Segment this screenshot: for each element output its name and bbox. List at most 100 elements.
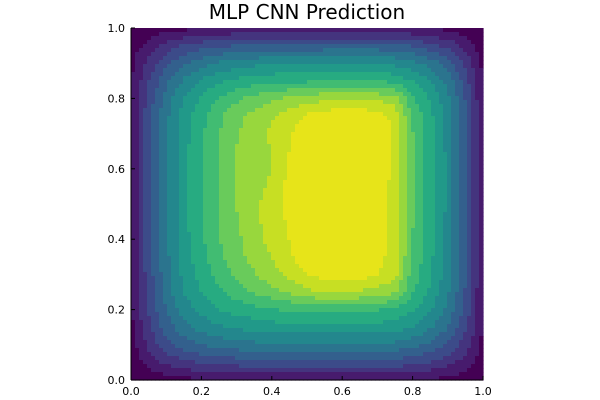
contour-cell [479, 28, 484, 33]
contour-cell [227, 176, 232, 181]
contour-cell [279, 128, 284, 133]
contour-cell [311, 32, 316, 37]
contour-cell [247, 200, 252, 205]
contour-cell [403, 180, 408, 185]
contour-cell [479, 60, 484, 65]
contour-cell [227, 140, 232, 145]
contour-cell [295, 252, 300, 257]
contour-cell [331, 104, 336, 109]
contour-cell [275, 216, 280, 221]
contour-cell [291, 236, 296, 241]
contour-cell [443, 48, 448, 53]
contour-cell [359, 132, 364, 137]
contour-cell [255, 100, 260, 105]
contour-cell [387, 52, 392, 57]
contour-cell [279, 104, 284, 109]
contour-cell [191, 144, 196, 149]
contour-cell [399, 136, 404, 141]
contour-cell [299, 200, 304, 205]
contour-cell [391, 104, 396, 109]
contour-cell [307, 96, 312, 101]
contour-cell [439, 232, 444, 237]
contour-cell [275, 40, 280, 45]
contour-cell [471, 120, 476, 125]
contour-cell [303, 148, 308, 153]
contour-cell [279, 124, 284, 129]
contour-cell [143, 252, 148, 257]
contour-cell [447, 164, 452, 169]
contour-cell [175, 120, 180, 125]
contour-cell [363, 32, 368, 37]
contour-cell [295, 28, 300, 33]
contour-cell [351, 48, 356, 53]
contour-cell [407, 32, 412, 37]
contour-cell [159, 240, 164, 245]
contour-cell [243, 32, 248, 37]
contour-cell [299, 52, 304, 57]
contour-cell [447, 148, 452, 153]
contour-cell [331, 180, 336, 185]
contour-cell [427, 180, 432, 185]
contour-cell [247, 48, 252, 53]
contour-cell [343, 60, 348, 65]
contour-cell [151, 84, 156, 89]
contour-cell [171, 132, 176, 137]
contour-cell [323, 128, 328, 133]
contour-cell [355, 80, 360, 85]
contour-cell [371, 180, 376, 185]
contour-cell [175, 144, 180, 149]
contour-cell [307, 48, 312, 53]
contour-cell [275, 212, 280, 217]
contour-cell [303, 100, 308, 105]
contour-cell [395, 140, 400, 145]
contour-cell [259, 212, 264, 217]
contour-cell [315, 176, 320, 181]
contour-cell [271, 120, 276, 125]
contour-cell [327, 136, 332, 141]
contour-cell [423, 208, 428, 213]
contour-cell [395, 60, 400, 65]
contour-cell [355, 132, 360, 137]
contour-cell [247, 144, 252, 149]
contour-cell [239, 148, 244, 153]
contour-cell [443, 164, 448, 169]
contour-cell [339, 164, 344, 169]
contour-cell [359, 192, 364, 197]
contour-cell [343, 68, 348, 73]
contour-cell [259, 60, 264, 65]
contour-cell [255, 36, 260, 41]
contour-cell [283, 100, 288, 105]
contour-cell [287, 240, 292, 245]
contour-cell [279, 96, 284, 101]
contour-cell [287, 140, 292, 145]
contour-cell [323, 160, 328, 165]
contour-cell [367, 92, 372, 97]
contour-cell [223, 156, 228, 161]
contour-cell [311, 132, 316, 137]
contour-cell [159, 244, 164, 249]
contour-cell [475, 160, 480, 165]
contour-cell [451, 124, 456, 129]
contour-cell [219, 148, 224, 153]
contour-cell [383, 116, 388, 121]
contour-cell [375, 252, 380, 257]
contour-cell [171, 48, 176, 53]
contour-cell [147, 248, 152, 253]
contour-cell [199, 240, 204, 245]
contour-cell [139, 184, 144, 189]
contour-cell [443, 248, 448, 253]
contour-cell [219, 124, 224, 129]
contour-cell [323, 208, 328, 213]
contour-cell [223, 148, 228, 153]
contour-cell [255, 124, 260, 129]
contour-cell [343, 100, 348, 105]
contour-cell [355, 140, 360, 145]
contour-cell [323, 220, 328, 225]
contour-cell [423, 168, 428, 173]
contour-cell [267, 248, 272, 253]
contour-cell [203, 244, 208, 249]
contour-cell [135, 76, 140, 81]
contour-cell [159, 124, 164, 129]
contour-cell [343, 228, 348, 233]
contour-cell [431, 136, 436, 141]
